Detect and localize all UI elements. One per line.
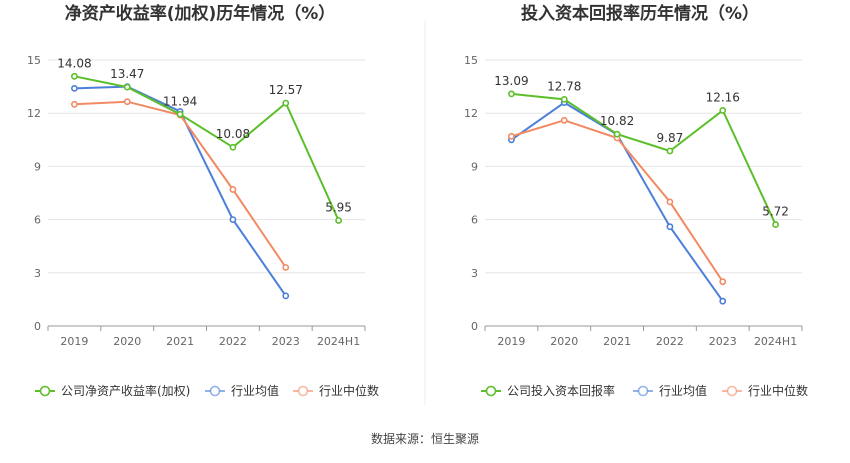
data-point <box>229 186 237 193</box>
legend-item: 公司净资产收益率(加权) <box>35 383 190 398</box>
data-label: 5.72 <box>762 205 789 219</box>
legend-marker <box>209 385 221 397</box>
legend-label: 行业中位数 <box>748 383 808 398</box>
data-point <box>772 221 779 228</box>
y-tick-label: 9 <box>471 160 478 173</box>
data-point <box>229 216 237 223</box>
series-line <box>74 75 340 221</box>
data-point <box>123 98 131 106</box>
x-tick-label: 2024H1 <box>754 335 797 348</box>
data-label: 9.87 <box>657 131 684 145</box>
data-point <box>229 143 237 151</box>
data-point <box>335 217 342 224</box>
x-tick-label: 2023 <box>709 335 737 348</box>
x-tick-label: 2024H1 <box>317 335 360 348</box>
x-tick-label: 2022 <box>656 335 684 348</box>
y-tick-label: 0 <box>471 320 478 333</box>
data-label: 13.47 <box>110 67 144 81</box>
legend-label: 行业中位数 <box>319 383 379 398</box>
legend-item: 行业中位数 <box>293 383 379 398</box>
y-tick-label: 15 <box>464 54 478 67</box>
data-label: 12.16 <box>706 90 740 104</box>
data-point <box>719 297 727 305</box>
chart-1: 净资产收益率(加权)历年情况（%） 0 3 6 9 12 15 2019 2020 2021 202… <box>27 3 379 398</box>
data-point <box>508 90 515 98</box>
data-point <box>282 99 290 107</box>
chart-title: 净资产收益率(加权)历年情况（%） <box>65 3 336 24</box>
x-tick-label: 2021 <box>603 335 631 348</box>
y-tick-label: 9 <box>34 160 41 173</box>
data-point <box>719 278 727 286</box>
chart-2: 投入资本回报率历年情况（%） 0 3 6 9 12 15 2019 2020 2021 2022 20… <box>464 3 808 398</box>
legend-item: 行业均值 <box>205 383 279 398</box>
legend-item: 行业中位数 <box>722 383 808 398</box>
legend-marker <box>637 385 649 397</box>
legend-label: 公司净资产收益率(加权) <box>61 383 190 398</box>
y-tick-label: 0 <box>34 320 41 333</box>
legend-label: 行业均值 <box>231 383 279 398</box>
data-label: 10.08 <box>216 127 250 141</box>
data-label: 11.94 <box>163 94 197 108</box>
legend-marker <box>485 385 497 397</box>
data-point <box>719 106 727 114</box>
data-point <box>282 292 290 300</box>
data-point <box>176 110 184 118</box>
data-label: 13.09 <box>494 74 528 88</box>
y-tick-label: 12 <box>27 107 41 120</box>
y-tick-label: 15 <box>27 54 41 67</box>
x-tick-label: 2019 <box>497 335 525 348</box>
data-point <box>560 95 568 103</box>
data-point <box>666 198 674 206</box>
data-point <box>71 84 78 92</box>
legend-marker <box>297 385 309 397</box>
data-label: 10.82 <box>600 114 634 128</box>
series-line <box>74 100 287 269</box>
data-point <box>123 83 131 91</box>
legend-label: 公司投入资本回报率 <box>507 383 615 398</box>
data-label: 12.57 <box>269 83 303 97</box>
y-tick-label: 12 <box>464 107 478 120</box>
data-point <box>508 132 515 140</box>
legend-marker <box>726 385 738 397</box>
chart-title: 投入资本回报率历年情况（%） <box>521 3 759 24</box>
data-point <box>71 100 78 108</box>
x-tick-label: 2022 <box>219 335 247 348</box>
legend-item: 行业均值 <box>633 383 707 398</box>
x-tick-label: 2019 <box>60 335 88 348</box>
y-tick-label: 3 <box>34 267 41 280</box>
x-tick-label: 2020 <box>550 335 578 348</box>
data-label: 14.08 <box>57 56 91 70</box>
series-line <box>511 92 777 226</box>
source-note: 数据来源：恒生聚源 <box>371 431 479 446</box>
x-tick-label: 2021 <box>166 335 194 348</box>
x-tick-label: 2023 <box>272 335 300 348</box>
y-tick-label: 6 <box>471 214 478 227</box>
x-tick-label: 2020 <box>113 335 141 348</box>
data-point <box>613 130 621 138</box>
legend-item: 公司投入资本回报率 <box>481 383 615 398</box>
legend-label: 行业均值 <box>659 383 707 398</box>
data-point <box>560 116 568 124</box>
data-point <box>282 264 290 271</box>
data-point <box>71 72 78 80</box>
data-point <box>666 147 674 155</box>
data-label: 12.78 <box>547 79 581 93</box>
data-label: 5.95 <box>325 200 352 214</box>
y-tick-label: 6 <box>34 214 41 227</box>
y-tick-label: 3 <box>471 267 478 280</box>
data-point <box>666 223 674 231</box>
legend-marker <box>39 385 51 397</box>
